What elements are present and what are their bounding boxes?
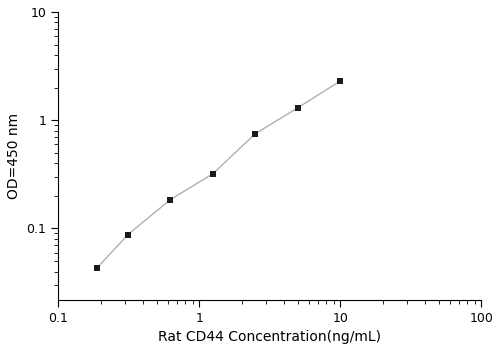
Point	[252, 131, 260, 137]
Point	[336, 78, 344, 84]
Point	[166, 197, 174, 203]
Y-axis label: OD=450 nm: OD=450 nm	[7, 113, 21, 199]
Point	[209, 171, 217, 177]
Point	[294, 105, 302, 111]
X-axis label: Rat CD44 Concentration(ng/mL): Rat CD44 Concentration(ng/mL)	[158, 330, 381, 344]
Point	[93, 265, 101, 271]
Point	[124, 232, 132, 237]
